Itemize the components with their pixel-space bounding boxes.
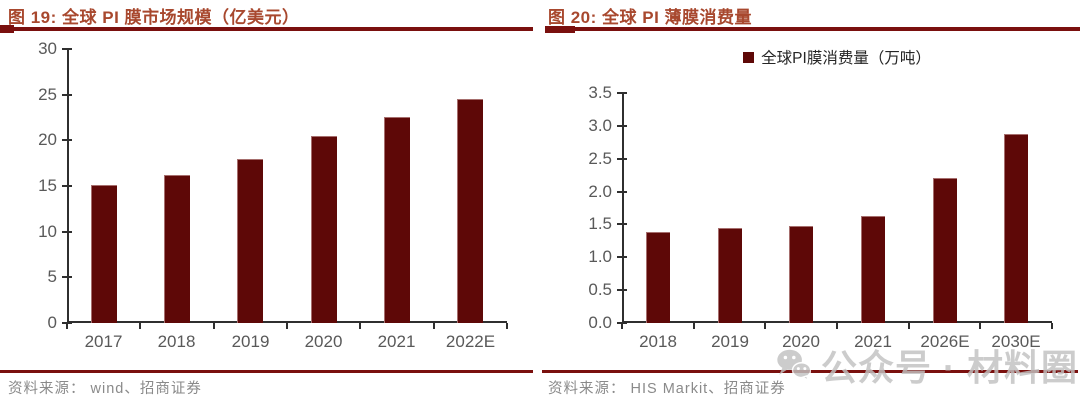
title-underline-stub: [0, 25, 14, 33]
figure-20-legend: 全球PI膜消费量（万吨）: [622, 47, 1052, 67]
y-axis-label: 1.0: [588, 247, 612, 266]
x-axis-tick: [1051, 323, 1053, 329]
y-axis-label: 2.5: [588, 149, 612, 168]
bar: [91, 185, 117, 323]
x-axis-tick: [286, 323, 288, 329]
x-axis-label: 2021: [377, 332, 416, 351]
x-axis-tick: [433, 323, 435, 329]
x-axis-label: 2018: [639, 332, 677, 351]
x-axis-label: 2030E: [991, 332, 1041, 351]
x-axis-tick: [506, 323, 508, 329]
x-axis-tick: [621, 323, 623, 329]
x-axis-label: 2019: [711, 332, 749, 351]
x-axis-tick: [908, 323, 910, 329]
x-axis-label: 2020: [782, 332, 820, 351]
y-axis-label: 20: [38, 130, 57, 149]
y-axis-label: 3.5: [588, 83, 612, 102]
y-axis-label: 15: [38, 176, 57, 195]
x-axis-label: 2019: [231, 332, 270, 351]
y-axis-label: 10: [38, 222, 57, 241]
plot-area: [622, 93, 1052, 323]
bar: [237, 159, 263, 323]
figure-19-source: 资料来源： wind、招商证券: [8, 381, 202, 397]
y-axis-tick: [617, 289, 627, 291]
bar: [384, 117, 410, 323]
bar: [164, 175, 190, 323]
y-axis-label: 5: [47, 267, 57, 286]
panel-figure-19: 图 19: 全球 PI 膜市场规模（亿美元） 0 5 10 15 20 25 30 2017 2…: [0, 8, 533, 397]
bar: [646, 232, 670, 323]
x-axis-tick: [139, 323, 141, 329]
figure-19-chart: 0 5 10 15 20 25 30 2017 2018 2019 2020 2021 2022E: [38, 39, 508, 351]
figure-19-title: 图 19: 全球 PI 膜市场规模（亿美元）: [8, 8, 300, 27]
y-axis-tick: [62, 185, 72, 187]
y-axis-tick: [62, 231, 72, 233]
title-underline-stub: [545, 26, 575, 33]
x-axis-tick: [66, 323, 68, 329]
plot-area: [67, 49, 507, 323]
y-axis-tick: [62, 94, 72, 96]
bar: [933, 178, 957, 323]
x-axis-label: 2017: [84, 332, 123, 351]
y-axis-tick: [617, 158, 627, 160]
bar: [457, 99, 483, 323]
figure-20-title-underline: [545, 26, 1080, 33]
y-axis-tick: [62, 276, 72, 278]
y-axis-label: 0: [47, 313, 57, 332]
y-axis-tick: [617, 125, 627, 127]
x-axis-tick: [836, 323, 838, 329]
x-axis-tick: [359, 323, 361, 329]
figure-19-title-underline: [0, 25, 533, 33]
x-axis-tick: [213, 323, 215, 329]
y-axis-tick: [617, 92, 627, 94]
y-axis-label: 1.5: [588, 214, 612, 233]
y-axis-tick: [617, 223, 627, 225]
x-axis-tick: [764, 323, 766, 329]
y-axis-label: 0.5: [588, 280, 612, 299]
bar: [718, 228, 742, 323]
figure-20-footer-rule: [542, 370, 1078, 373]
y-axis-label: 0.0: [588, 313, 612, 332]
y-axis-tick: [617, 256, 627, 258]
y-axis-tick: [62, 48, 72, 50]
figure-20-title: 图 20: 全球 PI 薄膜消费量: [548, 8, 753, 27]
y-axis-label: 25: [38, 85, 57, 104]
y-axis-label: 3.0: [588, 116, 612, 135]
figure-19-footer-rule: [0, 370, 533, 373]
panel-figure-20: 图 20: 全球 PI 薄膜消费量 全球PI膜消费量（万吨） 0.0 0.5 1.0…: [540, 0, 1080, 408]
legend-swatch: [743, 51, 755, 63]
legend-label: 全球PI膜消费量（万吨）: [761, 50, 931, 67]
y-axis-label: 2.0: [588, 182, 612, 201]
x-axis-tick: [693, 323, 695, 329]
y-axis-tick: [617, 191, 627, 193]
x-axis-label: 2018: [157, 332, 196, 351]
x-axis-label: 2026E: [920, 332, 970, 351]
x-axis-tick: [979, 323, 981, 329]
bar: [861, 216, 885, 323]
figure-20-chart: 0.0 0.5 1.0 1.5 2.0 2.5 3.0 3.5 2018 2019 2020 2021…: [540, 0, 1080, 408]
figure-20-source: 资料来源： HIS Markit、招商证券: [548, 381, 786, 397]
bar: [311, 136, 337, 323]
x-axis-label: 2020: [304, 332, 343, 351]
y-axis-label: 30: [38, 39, 57, 58]
x-axis-label: 2022E: [445, 332, 496, 351]
bar: [789, 226, 813, 323]
bar: [1004, 134, 1028, 323]
x-axis-label: 2021: [854, 332, 892, 351]
y-axis-tick: [62, 139, 72, 141]
